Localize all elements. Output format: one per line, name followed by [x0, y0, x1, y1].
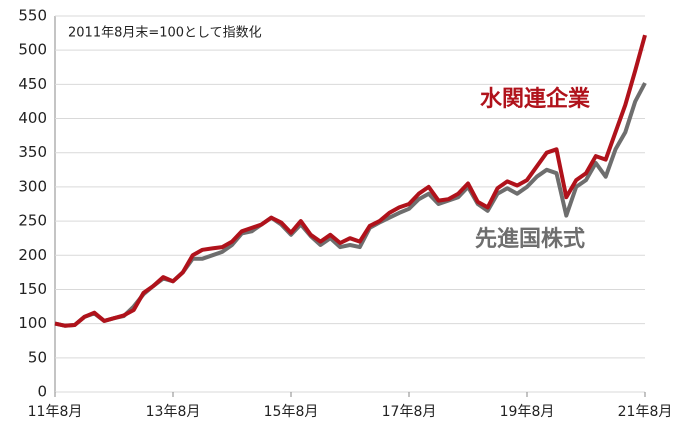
- y-tick-label: 300: [18, 177, 47, 195]
- y-tick-label: 50: [28, 348, 47, 366]
- y-tick-label: 500: [18, 41, 47, 59]
- y-tick-label: 400: [18, 109, 47, 127]
- y-tick-label: 0: [37, 383, 47, 401]
- y-tick-label: 350: [18, 143, 47, 161]
- y-tick-label: 550: [18, 7, 47, 25]
- y-tick-label: 100: [18, 314, 47, 332]
- x-tick-label: 13年8月: [146, 404, 201, 420]
- y-tick-label: 200: [18, 246, 47, 264]
- x-tick-label: 21年8月: [618, 404, 673, 420]
- x-tick-label: 19年8月: [500, 404, 555, 420]
- y-tick-label: 250: [18, 212, 47, 230]
- y-tick-label: 150: [18, 280, 47, 298]
- x-tick-label: 11年8月: [28, 404, 83, 420]
- x-tick-label: 17年8月: [382, 404, 437, 420]
- x-tick-label: 15年8月: [264, 404, 319, 420]
- y-tick-label: 450: [18, 75, 47, 93]
- annotation: 2011年8月末=100として指数化: [68, 26, 262, 41]
- legend-label: 先進国株式: [475, 227, 585, 252]
- legend-label: 水関連企業: [480, 86, 591, 112]
- series-line: [54, 34, 647, 328]
